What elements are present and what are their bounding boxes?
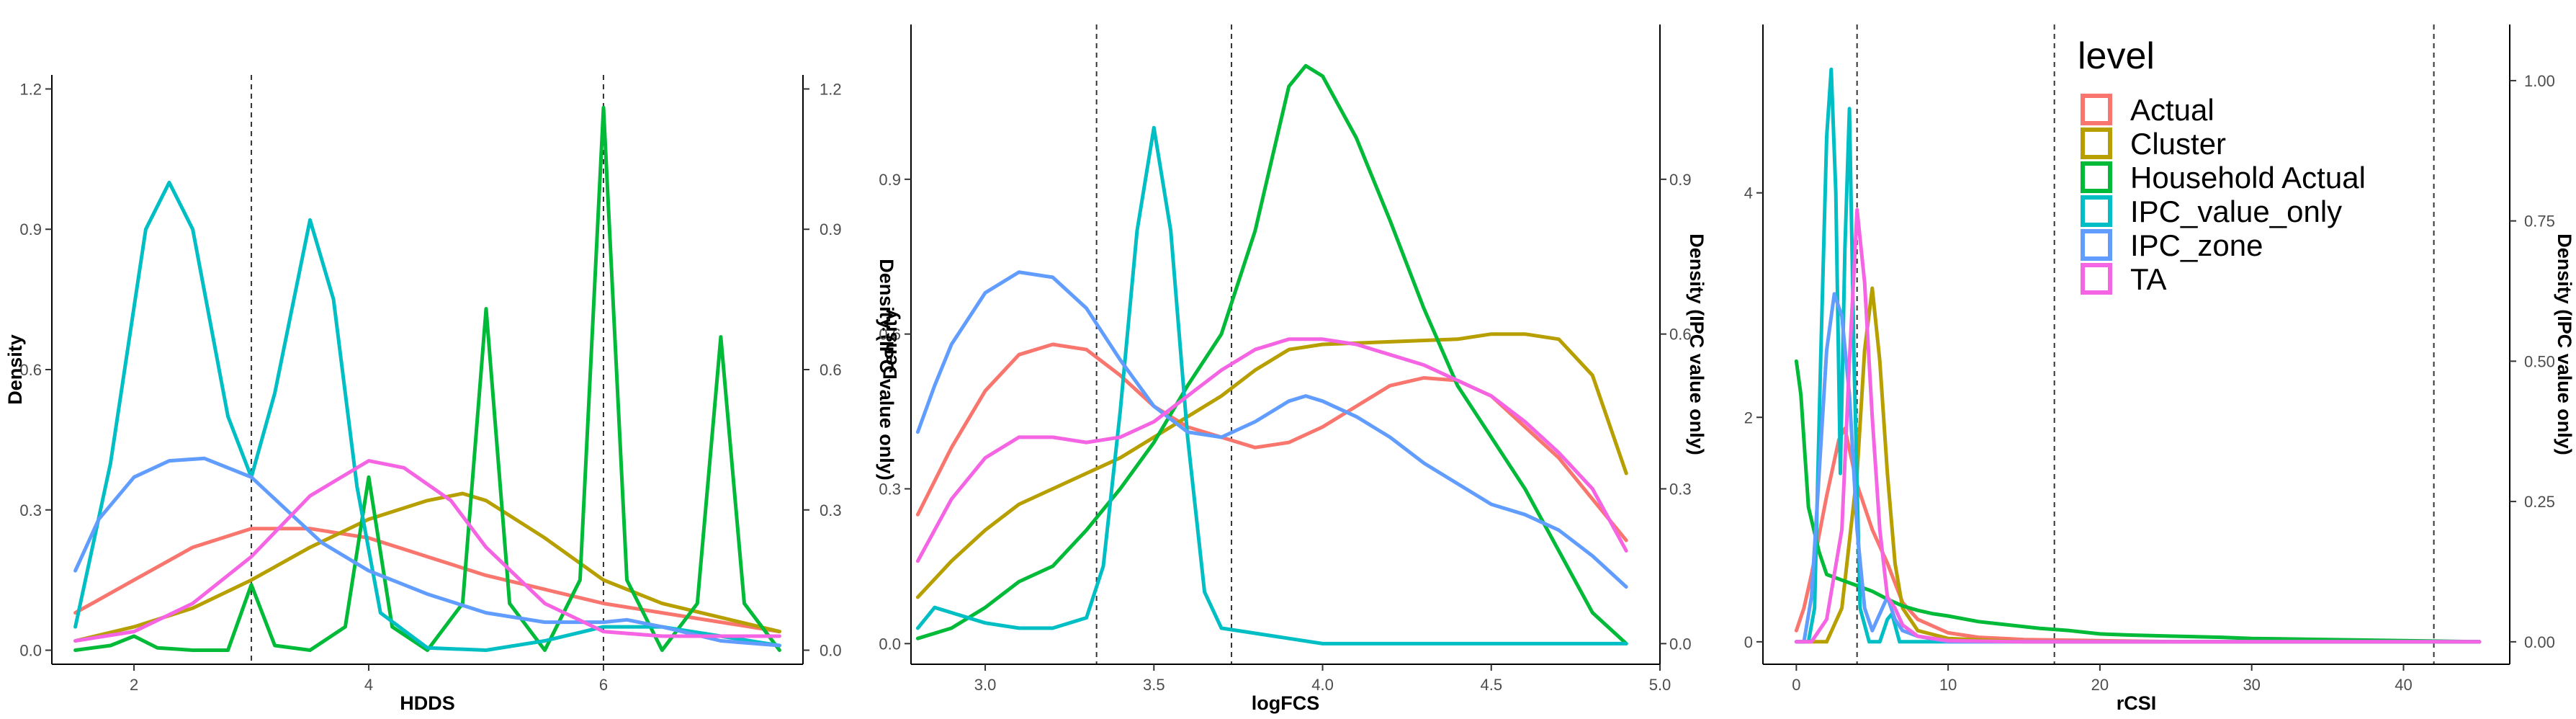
y-axis-title: Density — [879, 309, 901, 380]
y-tick-label: 0.9 — [879, 171, 901, 189]
y-tick-label: 2 — [1744, 408, 1753, 427]
legend-title: level — [2078, 35, 2155, 77]
legend-swatch — [2081, 263, 2112, 295]
y2-tick-label: 0.00 — [2524, 633, 2555, 651]
series-line-ipc-zone — [1794, 292, 2482, 644]
y2-tick-label: 0.9 — [820, 220, 842, 238]
x-tick-label: 20 — [2091, 676, 2109, 694]
series-line-household-actual — [915, 63, 1628, 646]
y-axis-title: Density — [4, 334, 26, 405]
series-line-ipc-value-only — [73, 180, 781, 652]
legend-swatch — [2081, 229, 2112, 261]
y-tick-label: 0.6 — [879, 326, 901, 344]
legend-label: IPC_value_only — [2130, 195, 2342, 228]
x-tick-label: 5.0 — [1649, 676, 1671, 694]
y-tick-label: 0 — [1744, 633, 1753, 651]
legend-swatch — [2081, 94, 2112, 125]
series-line-actual — [915, 342, 1628, 542]
y-tick-label: 0.3 — [19, 501, 42, 519]
y2-tick-label: 0.25 — [2524, 493, 2555, 511]
legend-swatch — [2081, 161, 2112, 193]
legend-label: Actual — [2130, 93, 2214, 127]
series-line-household-actual — [73, 105, 781, 652]
x-axis-title: HDDS — [400, 692, 455, 714]
y2-axis-title: Density (IPC value only) — [2554, 233, 2575, 455]
series-line-ta — [915, 337, 1628, 563]
y-tick-label: 0.0 — [19, 642, 42, 660]
series-line-cluster — [1794, 286, 2482, 644]
series-line-ta — [73, 459, 781, 643]
y-tick-label: 0.0 — [879, 635, 901, 653]
legend-label: Cluster — [2130, 127, 2226, 161]
panel-2: 3.0 3.5 4.0 4.5 5.0 0.0 0.3 0.6 0.9 0.0 0.3 0.6 0.9 l… — [879, 24, 1707, 714]
y2-tick-label: 0.75 — [2524, 213, 2555, 231]
legend-swatch — [2081, 195, 2112, 227]
y2-tick-label: 0.9 — [1669, 171, 1692, 189]
legend-swatch — [2081, 128, 2112, 159]
x-tick-label: 4 — [364, 676, 373, 694]
y2-tick-label: 0.6 — [820, 361, 842, 379]
y2-tick-label: 0.6 — [1669, 326, 1692, 344]
series-line-ipc-value-only — [915, 125, 1628, 646]
x-tick-label: 40 — [2395, 676, 2412, 694]
y2-tick-label: 0.3 — [820, 501, 842, 519]
legend-label: IPC_zone — [2130, 228, 2263, 262]
y2-tick-label: 0.0 — [820, 642, 842, 660]
y2-tick-label: 0.3 — [1669, 481, 1692, 499]
y2-axis-title: Density (IPC value only) — [1686, 233, 1707, 455]
y-tick-label: 4 — [1744, 184, 1753, 202]
legend-label: Household Actual — [2130, 161, 2366, 195]
panel-3: 0 10 20 30 40 0 2 4 0.00 0.25 0.50 0.75 1.00 rCSI Dens… — [1744, 24, 2575, 714]
y2-tick-label: 1.00 — [2524, 72, 2555, 90]
series-line-ta — [1794, 207, 2482, 644]
legend-label: TA — [2130, 262, 2167, 296]
series-line-actual — [1794, 427, 2482, 644]
x-tick-label: 4.5 — [1480, 676, 1502, 694]
y2-tick-label: 0.0 — [1669, 635, 1692, 653]
series-line-household-actual — [1794, 359, 2482, 644]
y2-axis-title: Density (IPC value only) — [876, 259, 897, 481]
series-line-ipc-value-only — [1794, 67, 2482, 644]
y2-tick-label: 0.50 — [2524, 352, 2555, 370]
y-tick-label: 0.9 — [19, 220, 42, 238]
x-tick-label: 4.0 — [1311, 676, 1334, 694]
x-axis-title: logFCS — [1252, 692, 1320, 714]
y-tick-label: 1.2 — [19, 80, 42, 98]
series-line-cluster — [73, 491, 781, 643]
x-axis-title: rCSI — [2117, 692, 2157, 714]
y-tick-label: 0.6 — [19, 361, 42, 379]
series-line-actual — [73, 527, 781, 634]
series-line-ipc-zone — [73, 456, 781, 648]
panel-1: 2 4 6 0.0 0.3 0.6 0.9 1.2 0.0 0.3 0.6 0.9 1.2 HDDS Den… — [4, 75, 897, 714]
x-tick-label: 3.5 — [1143, 676, 1165, 694]
x-tick-label: 2 — [130, 676, 138, 694]
series-line-cluster — [915, 332, 1628, 599]
x-tick-label: 6 — [599, 676, 608, 694]
x-tick-label: 30 — [2243, 676, 2260, 694]
y-tick-label: 0.3 — [879, 481, 901, 499]
x-tick-label: 10 — [1939, 676, 1957, 694]
series-line-ipc-zone — [915, 270, 1628, 589]
x-tick-label: 0 — [1792, 676, 1800, 694]
x-tick-label: 3.0 — [974, 676, 997, 694]
y2-tick-label: 1.2 — [820, 80, 842, 98]
